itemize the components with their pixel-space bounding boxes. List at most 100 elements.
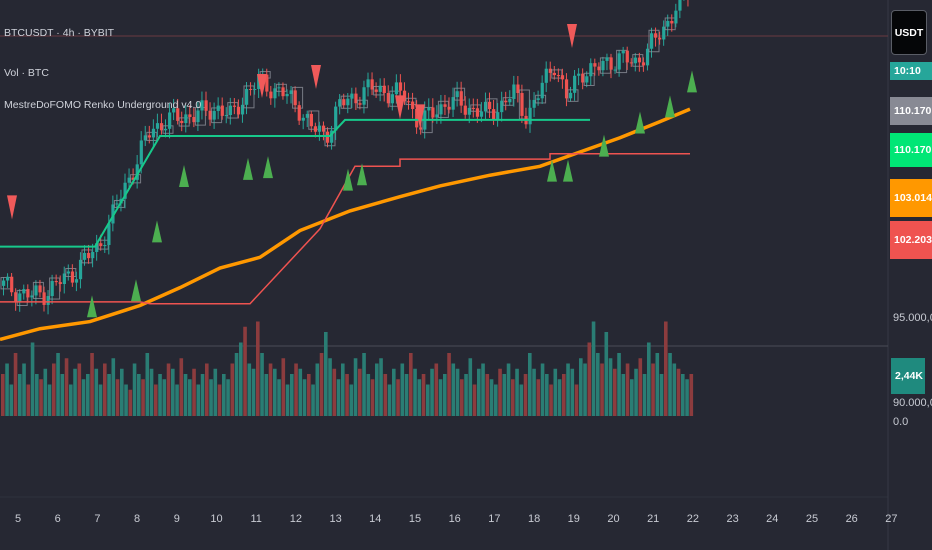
volume-bar: [523, 374, 528, 416]
legend-indicator[interactable]: MestreDoFOMO Renko Underground v4.0: [4, 99, 202, 111]
candle-body: [492, 109, 496, 121]
candle-body: [224, 115, 228, 117]
sell-signal-triangle: [395, 95, 405, 120]
renko-box: [502, 97, 514, 106]
renko-box: [356, 99, 368, 109]
candle-body: [78, 259, 83, 280]
renko-box: [162, 125, 174, 134]
volume-bar: [400, 363, 405, 416]
volume-bar: [651, 363, 655, 416]
candle-body: [419, 127, 423, 130]
candle-body: [500, 100, 504, 113]
volume-bar: [86, 374, 90, 416]
candle-body: [471, 107, 475, 109]
volume-bar: [268, 363, 273, 416]
candle-body: [386, 93, 390, 104]
candle-body: [58, 282, 62, 285]
candle-body: [625, 50, 629, 63]
candle-body: [475, 108, 480, 117]
volume-bar: [239, 342, 243, 416]
candle-body: [83, 252, 87, 260]
candle-body: [593, 63, 597, 67]
renko-box: [664, 17, 676, 31]
currency-button[interactable]: USDT: [891, 10, 927, 55]
volume-bar: [234, 353, 239, 416]
renko-box: [648, 29, 660, 53]
sell-signal-triangle: [567, 24, 577, 48]
candle-body: [281, 87, 285, 97]
candle-body: [70, 271, 75, 283]
volume-bar: [451, 363, 456, 416]
candle-body: [362, 87, 366, 105]
volume-bar: [73, 368, 77, 416]
renko-box: [49, 277, 61, 300]
volume-bar: [103, 363, 107, 416]
candle-body: [455, 91, 459, 98]
volume-bar: [349, 384, 354, 416]
volume-bar: [353, 358, 358, 416]
candle-body: [95, 243, 99, 252]
candle-body: [447, 106, 451, 110]
buy-signal-triangle: [357, 163, 367, 186]
candle-body: [245, 88, 249, 105]
volume-bar: [158, 374, 162, 416]
volume-bar: [443, 374, 447, 416]
volume-bar: [226, 379, 230, 416]
volume-bar: [477, 368, 481, 416]
volume-bar: [13, 353, 18, 416]
candle-body: [22, 289, 26, 294]
renko-box: [146, 131, 158, 141]
volume-bar: [455, 368, 460, 416]
volume-bar: [154, 384, 158, 416]
buy-signal-triangle: [563, 159, 573, 182]
volume-bar: [217, 384, 222, 416]
buy-signal-triangle: [243, 157, 253, 180]
volume-bar: [604, 332, 609, 416]
volume-bar: [141, 379, 145, 416]
volume-bar: [545, 374, 549, 416]
volume-bar: [566, 363, 570, 416]
renko-box: [194, 106, 206, 126]
volume-bar: [52, 363, 56, 416]
volume-bar: [336, 379, 341, 416]
price-tag-ema: 103.014,6: [890, 179, 932, 217]
volume-bar: [281, 358, 286, 416]
volume-bar: [557, 379, 562, 416]
buy-signal-triangle: [179, 165, 189, 187]
volume-bar: [430, 368, 434, 416]
candle-body: [637, 57, 642, 63]
volume-bar: [243, 326, 247, 416]
renko-box: [243, 85, 255, 109]
volume-bar: [515, 368, 519, 416]
legend-volume[interactable]: Vol · BTC: [4, 67, 49, 79]
volume-zero-label: 0.0: [893, 416, 909, 428]
candle-body: [62, 273, 66, 285]
candle-body: [30, 295, 34, 298]
candle-body: [488, 101, 492, 110]
volume-bar: [5, 363, 9, 416]
volume-bar: [630, 379, 634, 416]
time-tick-label: 5: [15, 513, 21, 525]
legend-symbol[interactable]: BTCUSDT · 4h · BYBIT: [4, 27, 115, 39]
sell-signal-triangle: [257, 73, 267, 98]
volume-bar: [213, 368, 218, 416]
renko-box: [567, 89, 579, 102]
green-band-line: [0, 118, 590, 248]
candle-body: [645, 48, 650, 66]
candle-body: [107, 223, 111, 245]
candle-body: [54, 281, 58, 283]
volume-bar: [60, 374, 65, 416]
volume-bar: [447, 353, 451, 416]
price-tick-95000: 95.000,0: [893, 312, 932, 324]
volume-bar: [417, 379, 422, 416]
volume-bar: [481, 363, 485, 416]
candle-body: [621, 50, 625, 54]
volume-bar: [1, 374, 5, 416]
volume-bar: [166, 363, 171, 416]
time-tick-label: 26: [846, 513, 858, 525]
volume-bar: [379, 358, 383, 416]
volume-bar: [672, 363, 677, 416]
volume-bar: [383, 374, 388, 416]
volume-bar: [205, 363, 209, 416]
